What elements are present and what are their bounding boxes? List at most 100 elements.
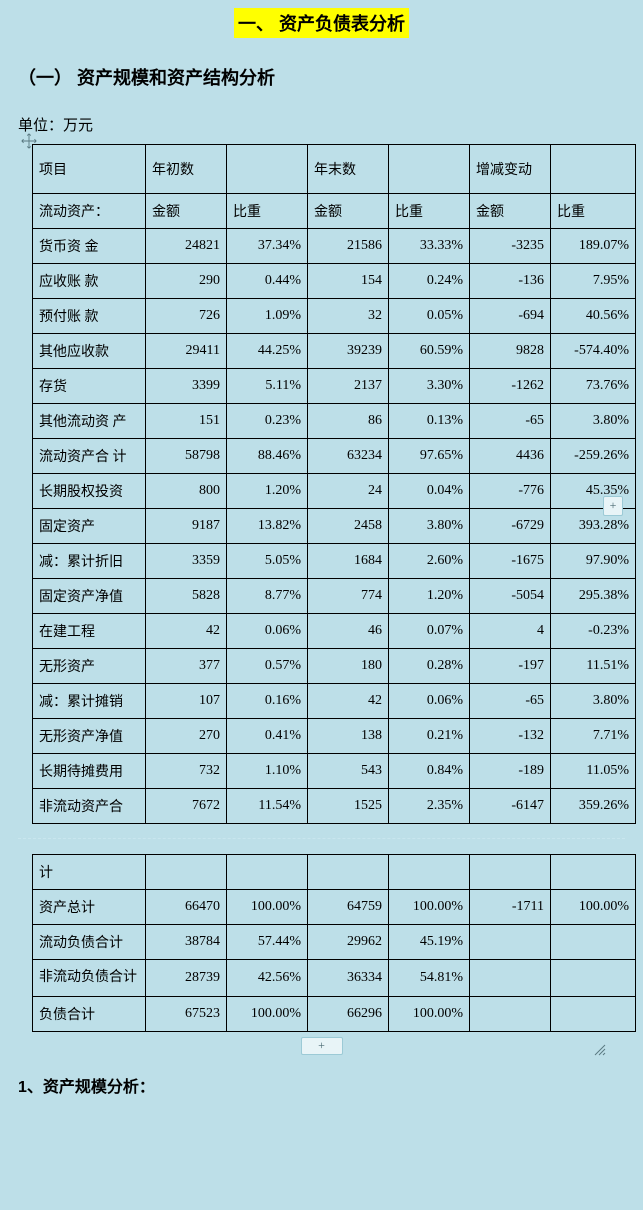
cell: 项目: [33, 145, 146, 194]
cell: 1.20%: [227, 474, 308, 509]
cell: 比重: [389, 194, 470, 229]
cell: 流动资产合 计: [33, 439, 146, 474]
cell: 1525: [308, 789, 389, 824]
cell: 2.60%: [389, 544, 470, 579]
cell: -6729: [470, 509, 551, 544]
cell: 存货: [33, 369, 146, 404]
cell: [551, 855, 636, 890]
cell: [470, 997, 551, 1032]
section-title-wrap: 一、 资产负债表分析: [18, 0, 625, 56]
cell: [551, 145, 636, 194]
cell: 38784: [146, 925, 227, 960]
cell: 3.80%: [389, 509, 470, 544]
cell: 97.90%: [551, 544, 636, 579]
cell: 774: [308, 579, 389, 614]
cell: -694: [470, 299, 551, 334]
cell: 107: [146, 684, 227, 719]
cell: 11.54%: [227, 789, 308, 824]
cell: 180: [308, 649, 389, 684]
cell: 100.00%: [389, 890, 470, 925]
cell: 3.80%: [551, 684, 636, 719]
cell: 0.41%: [227, 719, 308, 754]
cell: -136: [470, 264, 551, 299]
cell: 3.80%: [551, 404, 636, 439]
cell: 1.09%: [227, 299, 308, 334]
cell: 45.19%: [389, 925, 470, 960]
cell: 4436: [470, 439, 551, 474]
cell: 11.51%: [551, 649, 636, 684]
cell: [389, 855, 470, 890]
cell: 4: [470, 614, 551, 649]
cell: 负债合计: [33, 997, 146, 1032]
cell: 8.77%: [227, 579, 308, 614]
cell: -65: [470, 404, 551, 439]
cell: 100.00%: [227, 997, 308, 1032]
cell: 44.25%: [227, 334, 308, 369]
cell: 0.16%: [227, 684, 308, 719]
cell: -574.40%: [551, 334, 636, 369]
cell: -1675: [470, 544, 551, 579]
cell: 0.57%: [227, 649, 308, 684]
add-row-button[interactable]: +: [301, 1037, 343, 1055]
cell: 流动资产：: [33, 194, 146, 229]
cell: 40.56%: [551, 299, 636, 334]
cell: 100.00%: [389, 997, 470, 1032]
cell: -1711: [470, 890, 551, 925]
cell: 295.38%: [551, 579, 636, 614]
cell: 金额: [308, 194, 389, 229]
cell: -65: [470, 684, 551, 719]
cell: 年初数: [146, 145, 227, 194]
cell: 1.10%: [227, 754, 308, 789]
cell: 73.76%: [551, 369, 636, 404]
cell: 359.26%: [551, 789, 636, 824]
cell: 2458: [308, 509, 389, 544]
cell: [470, 960, 551, 997]
cell: 9828: [470, 334, 551, 369]
cell: 0.84%: [389, 754, 470, 789]
cell: 24821: [146, 229, 227, 264]
cell: -6147: [470, 789, 551, 824]
cell: 货币资 金: [33, 229, 146, 264]
page-break-gap: [18, 824, 625, 854]
cell: 金额: [470, 194, 551, 229]
cell: 0.21%: [389, 719, 470, 754]
cell: 固定资产: [33, 509, 146, 544]
cell: -0.23%: [551, 614, 636, 649]
cell: 0.06%: [389, 684, 470, 719]
section-title: 一、 资产负债表分析: [234, 8, 409, 38]
cell: [551, 997, 636, 1032]
cell: 151: [146, 404, 227, 439]
cell: 13.82%: [227, 509, 308, 544]
cell: 28739: [146, 960, 227, 997]
cell: 7.95%: [551, 264, 636, 299]
cell: 33.33%: [389, 229, 470, 264]
section-subheading: （一） 资产规模和资产结构分析: [18, 56, 625, 114]
cell: 流动负债合计: [33, 925, 146, 960]
cell: 86: [308, 404, 389, 439]
cell: 36334: [308, 960, 389, 997]
resize-handle-icon[interactable]: [593, 1043, 607, 1057]
cell: 24: [308, 474, 389, 509]
cell: 增减变动: [470, 145, 551, 194]
cell: 3399: [146, 369, 227, 404]
cell: 金额: [146, 194, 227, 229]
cell: 在建工程: [33, 614, 146, 649]
cell: [227, 855, 308, 890]
cell: -197: [470, 649, 551, 684]
cell: 应收账 款: [33, 264, 146, 299]
cell: 543: [308, 754, 389, 789]
cell: 29411: [146, 334, 227, 369]
cell: 0.23%: [227, 404, 308, 439]
cell: 无形资产净值: [33, 719, 146, 754]
cell: 减：累计折旧: [33, 544, 146, 579]
cell: 5.11%: [227, 369, 308, 404]
cell: 长期待摊费用: [33, 754, 146, 789]
add-column-button[interactable]: +: [603, 496, 623, 516]
cell: [470, 925, 551, 960]
cell: [551, 960, 636, 997]
cell: 21586: [308, 229, 389, 264]
cell: 154: [308, 264, 389, 299]
cell: 7672: [146, 789, 227, 824]
cell: 其他流动资 产: [33, 404, 146, 439]
cell: 29962: [308, 925, 389, 960]
